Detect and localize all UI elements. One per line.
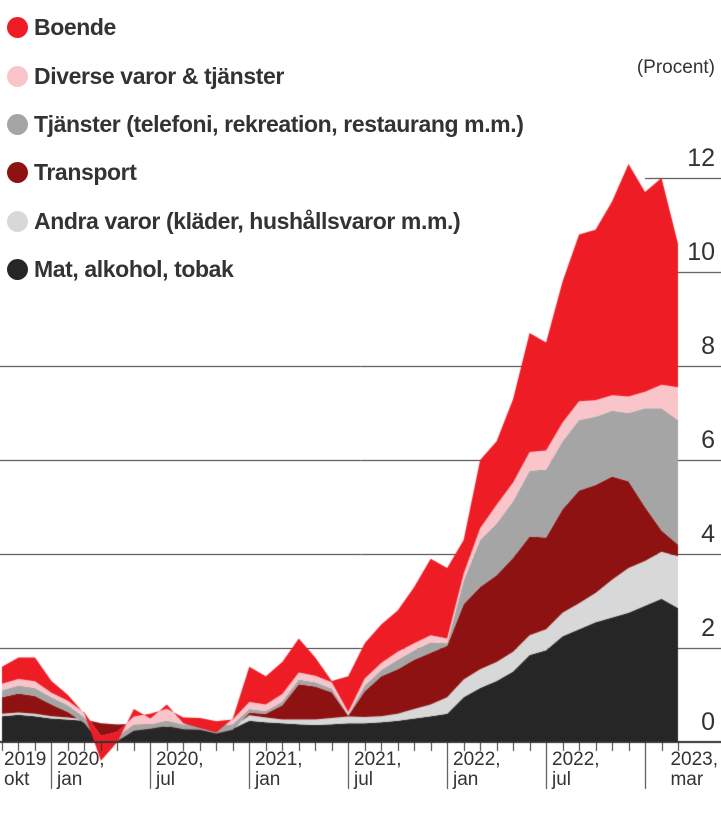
legend-swatch-icon bbox=[7, 65, 28, 87]
x-tick-label: 2021, jan bbox=[255, 749, 303, 790]
x-tick-label: 2022, jul bbox=[552, 749, 600, 790]
x-tick-label: 2022, jan bbox=[453, 749, 501, 790]
legend-swatch-icon bbox=[7, 16, 28, 38]
legend-item: Transport bbox=[7, 158, 137, 185]
legend-swatch-icon bbox=[7, 113, 28, 135]
x-tick-label: 2019 okt bbox=[4, 749, 47, 790]
legend-item: Andra varor (kläder, hushållsvaror m.m.) bbox=[7, 207, 461, 234]
x-tick-label: 2020, jan bbox=[57, 749, 105, 790]
legend-label: Mat, alkohol, tobak bbox=[34, 255, 234, 282]
legend-label: Boende bbox=[34, 13, 116, 40]
x-tick-label: 2020, jul bbox=[156, 749, 204, 790]
legend-label: Transport bbox=[34, 158, 137, 185]
legend-label: Andra varor (kläder, hushållsvaror m.m.) bbox=[34, 207, 461, 234]
y-tick-label: 8 bbox=[701, 332, 715, 360]
legend-swatch-icon bbox=[7, 258, 28, 280]
legend-item: Mat, alkohol, tobak bbox=[7, 255, 234, 282]
y-tick-label: 10 bbox=[687, 238, 715, 266]
unit-label: (Procent) bbox=[636, 57, 715, 78]
x-tick-label: 2021, jul bbox=[354, 749, 402, 790]
x-tick-label: 2023, mar bbox=[670, 749, 718, 790]
legend-item: Diverse varor & tjänster bbox=[7, 63, 284, 89]
y-tick-label: 2 bbox=[701, 614, 715, 642]
y-tick-label: 4 bbox=[701, 520, 715, 548]
y-tick-label: 12 bbox=[687, 144, 715, 172]
legend-label: Diverse varor & tjänster bbox=[34, 62, 284, 89]
legend-swatch-icon bbox=[7, 161, 28, 183]
y-tick-label: 6 bbox=[701, 426, 715, 454]
legend-item: Boende bbox=[7, 14, 116, 40]
y-tick-label: 0 bbox=[701, 708, 715, 736]
legend-item: Tjänster (telefoni, rekreation, restaura… bbox=[7, 110, 524, 137]
legend-label: Tjänster (telefoni, rekreation, restaura… bbox=[34, 110, 524, 137]
legend-swatch-icon bbox=[7, 210, 28, 232]
